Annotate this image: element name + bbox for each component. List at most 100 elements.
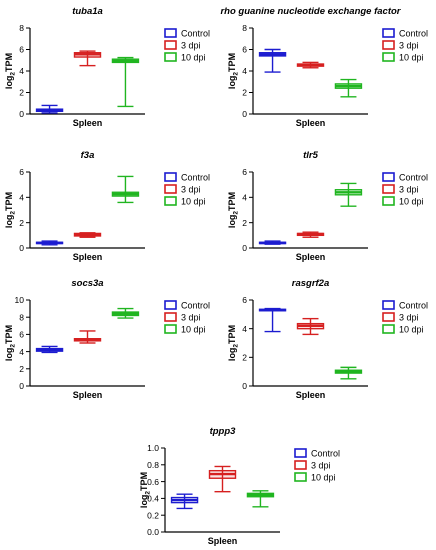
y-tick-label: 4	[19, 347, 24, 357]
y-tick-label: 6	[19, 45, 24, 55]
chart-panel-2: f3a 0 2 4 6 log2TPM Spleen Control 3 dpi 10 dpi	[4, 150, 210, 262]
legend-label: 10 dpi	[181, 196, 206, 206]
legend-swatch	[382, 172, 395, 182]
box-1	[296, 231, 325, 238]
legend-swatch	[382, 28, 395, 38]
chart-title: tlr5	[303, 150, 319, 161]
legend-label: 3 dpi	[399, 40, 419, 50]
legend-swatch	[164, 28, 177, 38]
legend-swatch	[382, 196, 395, 206]
box-0	[35, 104, 64, 114]
y-tick-label: 2	[19, 88, 24, 98]
y-tick-label: 8	[19, 312, 24, 322]
legend-label: 10 dpi	[181, 324, 206, 334]
box-2	[334, 78, 363, 98]
legend-label: 10 dpi	[181, 52, 206, 62]
y-tick-label: 0.0	[147, 527, 159, 537]
x-axis-label: Spleen	[296, 252, 326, 262]
y-tick-label: 8	[19, 23, 24, 33]
y-tick-label: 0	[19, 381, 24, 391]
legend: Control 3 dpi 10 dpi	[382, 300, 428, 334]
y-tick-label: 4	[242, 66, 247, 76]
box-1	[296, 61, 325, 69]
legend: Control 3 dpi 10 dpi	[382, 172, 428, 206]
y-axis-label: log2TPM	[4, 325, 17, 361]
x-axis-label: Spleen	[73, 252, 103, 262]
legend-label: 10 dpi	[399, 52, 424, 62]
x-axis-label: Spleen	[73, 390, 103, 400]
box-2	[111, 175, 140, 204]
y-tick-label: 0	[242, 381, 247, 391]
legend-swatch	[164, 324, 177, 334]
y-tick-label: 0	[242, 243, 247, 253]
box-0	[35, 240, 64, 246]
legend-label: 10 dpi	[399, 324, 424, 334]
y-tick-label: 4	[19, 66, 24, 76]
legend-swatch	[164, 184, 177, 194]
chart-panel-5: rasgrf2a 0 2 4 6 log2TPM Spleen Control 3 dpi 10 …	[227, 278, 428, 400]
x-axis-label: Spleen	[208, 536, 238, 546]
legend-label: Control	[181, 300, 210, 310]
legend-swatch	[382, 184, 395, 194]
y-axis-label: log2TPM	[139, 472, 152, 508]
box-0	[35, 345, 64, 354]
legend-swatch	[164, 312, 177, 322]
y-tick-label: 0.6	[147, 477, 159, 487]
legend-swatch	[164, 52, 177, 62]
box-2	[334, 366, 363, 380]
chart-panel-3: tlr5 0 2 4 6 log2TPM Spleen Control 3 dpi 10 dpi	[227, 150, 428, 262]
legend-label: 3 dpi	[311, 460, 331, 470]
y-tick-label: 2	[19, 218, 24, 228]
legend-label: 3 dpi	[181, 40, 201, 50]
y-tick-label: 4	[19, 193, 24, 203]
y-tick-label: 0	[242, 109, 247, 119]
box-1	[73, 330, 102, 344]
chart-panel-0: tuba1a 0 2 4 6 8 log2TPM Spleen Control 3 dpi 10 d…	[4, 6, 210, 128]
y-tick-label: 6	[242, 167, 247, 177]
chart-panel-1: rho guanine nucleotide exchange factor 0 2…	[220, 6, 428, 128]
legend-label: Control	[311, 448, 340, 458]
box-0	[170, 493, 199, 510]
box-1	[296, 317, 325, 336]
legend-label: Control	[399, 300, 428, 310]
legend-swatch	[164, 300, 177, 310]
legend-swatch	[164, 196, 177, 206]
y-axis-label: log2TPM	[227, 53, 240, 89]
chart-title: rho guanine nucleotide exchange factor	[220, 6, 401, 17]
y-axis-label: log2TPM	[4, 192, 17, 228]
legend-swatch	[294, 472, 307, 482]
legend: Control 3 dpi 10 dpi	[164, 300, 210, 334]
legend-label: 10 dpi	[311, 472, 336, 482]
x-axis-label: Spleen	[296, 118, 326, 128]
y-tick-label: 4	[242, 193, 247, 203]
legend-label: Control	[181, 28, 210, 38]
box-0	[258, 240, 287, 245]
legend-swatch	[164, 172, 177, 182]
legend-label: 3 dpi	[181, 312, 201, 322]
y-tick-label: 2	[242, 353, 247, 363]
x-axis-label: Spleen	[296, 390, 326, 400]
legend-swatch	[294, 460, 307, 470]
legend-label: 3 dpi	[399, 184, 419, 194]
legend: Control 3 dpi 10 dpi	[382, 28, 428, 62]
legend-swatch	[382, 40, 395, 50]
y-tick-label: 6	[19, 330, 24, 340]
chart-title: rasgrf2a	[292, 278, 330, 289]
legend-swatch	[164, 40, 177, 50]
y-tick-label: 8	[242, 23, 247, 33]
chart-panel-6: tppp3 0.0 0.2 0.4 0.6 0.8 1.0 log2TPM Spleen Cont…	[139, 426, 340, 546]
y-tick-label: 2	[242, 218, 247, 228]
box-2	[334, 182, 363, 207]
y-axis-label: log2TPM	[227, 325, 240, 361]
box-1	[73, 50, 102, 67]
y-tick-label: 0	[19, 243, 24, 253]
chart-title: f3a	[81, 150, 95, 161]
legend-swatch	[382, 300, 395, 310]
chart-title: socs3a	[71, 278, 103, 289]
legend-label: Control	[399, 172, 428, 182]
legend-swatch	[294, 448, 307, 458]
legend: Control 3 dpi 10 dpi	[164, 28, 210, 62]
legend: Control 3 dpi 10 dpi	[294, 448, 340, 482]
y-tick-label: 6	[242, 295, 247, 305]
